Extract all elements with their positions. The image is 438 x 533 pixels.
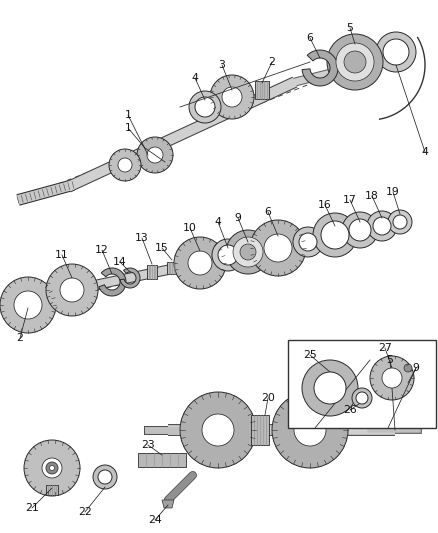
Text: 26: 26 — [343, 405, 357, 415]
Bar — [46, 485, 58, 495]
Circle shape — [189, 91, 221, 123]
Circle shape — [46, 462, 58, 474]
Polygon shape — [162, 500, 174, 508]
Circle shape — [118, 158, 132, 172]
Circle shape — [313, 213, 357, 257]
Circle shape — [314, 372, 346, 404]
Circle shape — [349, 219, 371, 241]
Circle shape — [226, 230, 270, 274]
Bar — [251, 415, 269, 445]
Circle shape — [370, 356, 414, 400]
Circle shape — [373, 217, 391, 235]
Circle shape — [147, 147, 163, 163]
Circle shape — [294, 414, 326, 446]
Polygon shape — [120, 268, 140, 288]
Text: 4: 4 — [191, 73, 198, 83]
Text: 4: 4 — [215, 217, 222, 227]
Circle shape — [382, 368, 402, 388]
Text: 2: 2 — [268, 57, 276, 67]
Bar — [138, 453, 186, 467]
Circle shape — [49, 465, 54, 471]
Text: 2: 2 — [17, 333, 24, 343]
Circle shape — [293, 227, 323, 257]
Bar — [288, 340, 436, 428]
Polygon shape — [99, 268, 126, 296]
Circle shape — [352, 388, 372, 408]
Text: 6: 6 — [307, 33, 314, 43]
Circle shape — [342, 212, 378, 248]
Text: 15: 15 — [155, 243, 169, 253]
Text: 25: 25 — [303, 350, 317, 360]
Circle shape — [93, 465, 117, 489]
Text: 6: 6 — [265, 207, 272, 217]
Bar — [147, 265, 157, 279]
Circle shape — [42, 458, 62, 478]
Circle shape — [321, 221, 349, 249]
Circle shape — [0, 277, 56, 333]
Text: 14: 14 — [113, 257, 127, 267]
Circle shape — [327, 34, 383, 90]
Bar — [255, 81, 269, 99]
Circle shape — [24, 440, 80, 496]
Circle shape — [233, 237, 263, 267]
Circle shape — [218, 245, 238, 265]
Circle shape — [264, 234, 292, 262]
Circle shape — [240, 244, 256, 260]
Circle shape — [356, 392, 368, 404]
Circle shape — [344, 51, 366, 73]
Circle shape — [46, 264, 98, 316]
Circle shape — [137, 137, 173, 173]
Circle shape — [383, 39, 409, 65]
Text: 21: 21 — [25, 503, 39, 513]
Text: 9: 9 — [413, 363, 420, 373]
Circle shape — [299, 233, 317, 251]
Circle shape — [404, 364, 412, 372]
Circle shape — [376, 32, 416, 72]
Polygon shape — [302, 50, 338, 86]
Text: 9: 9 — [235, 213, 241, 223]
Circle shape — [109, 149, 141, 181]
Circle shape — [180, 392, 256, 468]
Text: 22: 22 — [78, 507, 92, 517]
Text: 16: 16 — [318, 200, 332, 210]
Text: 1: 1 — [124, 110, 131, 120]
Text: 11: 11 — [55, 250, 69, 260]
Circle shape — [393, 215, 407, 229]
Text: 20: 20 — [261, 393, 275, 403]
Text: 5: 5 — [346, 23, 353, 33]
Bar — [167, 262, 177, 274]
Circle shape — [272, 392, 348, 468]
Text: 13: 13 — [135, 233, 149, 243]
Text: 19: 19 — [386, 187, 400, 197]
Circle shape — [222, 87, 242, 107]
Text: 12: 12 — [95, 245, 109, 255]
Text: 23: 23 — [141, 440, 155, 450]
Circle shape — [250, 220, 306, 276]
Circle shape — [212, 239, 244, 271]
Text: 10: 10 — [183, 223, 197, 233]
Text: 3: 3 — [219, 60, 226, 70]
Circle shape — [388, 210, 412, 234]
Text: 4: 4 — [421, 147, 428, 157]
Text: 27: 27 — [378, 343, 392, 353]
Circle shape — [195, 97, 215, 117]
Circle shape — [60, 278, 84, 302]
Circle shape — [302, 360, 358, 416]
Circle shape — [98, 470, 112, 484]
Text: 24: 24 — [148, 515, 162, 525]
Text: 17: 17 — [343, 195, 357, 205]
Text: 1: 1 — [125, 123, 131, 133]
Circle shape — [202, 414, 234, 446]
Circle shape — [14, 291, 42, 319]
Text: 5: 5 — [387, 355, 393, 365]
Circle shape — [210, 75, 254, 119]
Circle shape — [188, 251, 212, 275]
Circle shape — [336, 43, 374, 81]
Circle shape — [367, 211, 397, 241]
Text: 18: 18 — [365, 191, 379, 201]
Circle shape — [174, 237, 226, 289]
